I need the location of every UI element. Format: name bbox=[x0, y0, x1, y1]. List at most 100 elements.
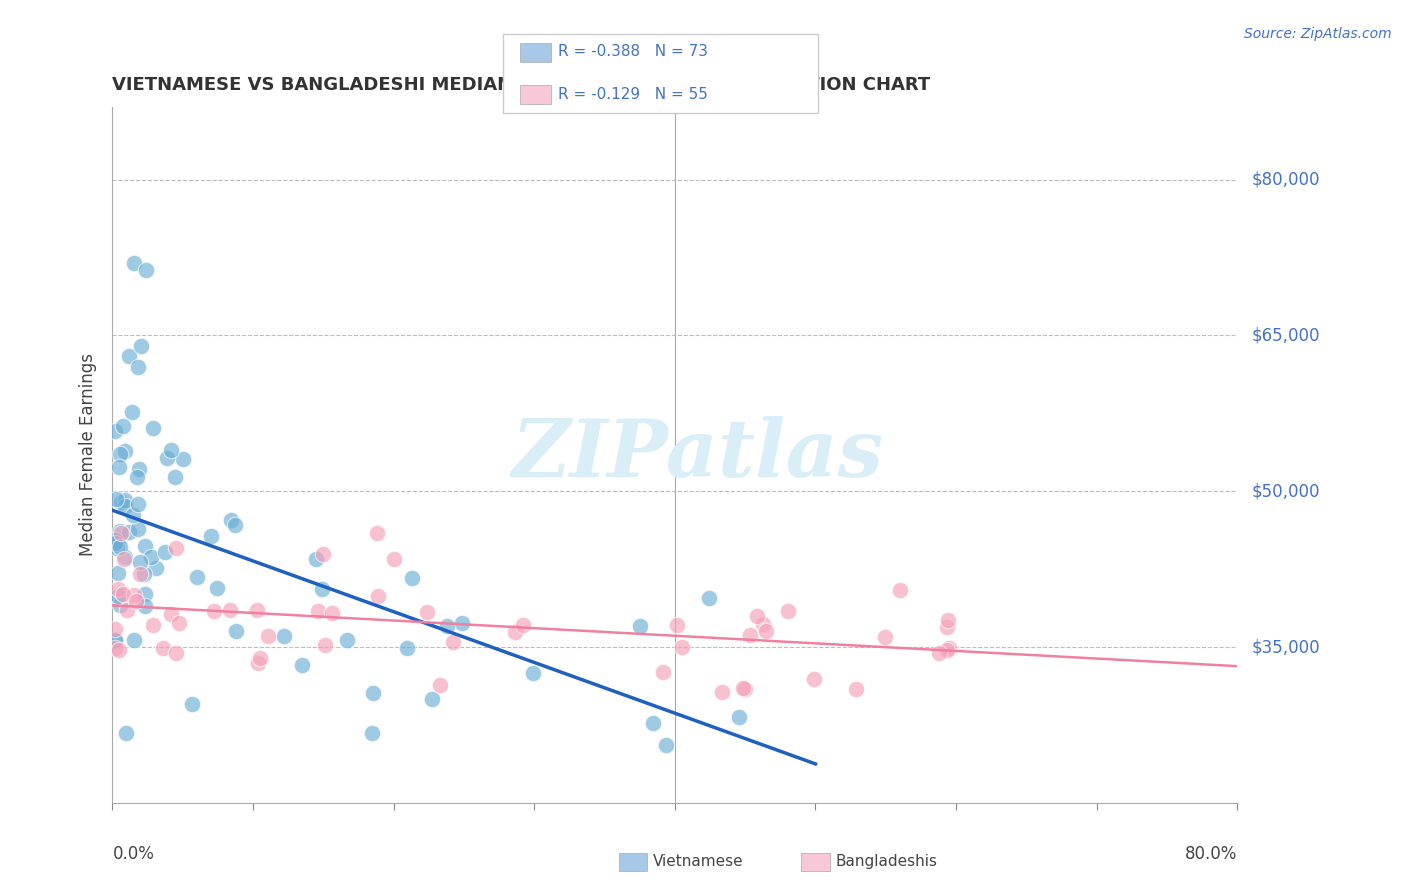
Point bbox=[117, 525, 139, 540]
Text: $80,000: $80,000 bbox=[1251, 170, 1320, 189]
Point bbox=[104, 633, 127, 648]
Point bbox=[450, 615, 472, 630]
Point bbox=[697, 591, 720, 606]
Point bbox=[127, 522, 149, 536]
Point bbox=[110, 525, 132, 540]
Point bbox=[105, 541, 128, 555]
Point bbox=[159, 443, 181, 458]
Point bbox=[246, 603, 269, 617]
Point bbox=[311, 582, 333, 596]
Point bbox=[118, 349, 141, 363]
Point bbox=[180, 698, 202, 712]
Point bbox=[366, 525, 388, 540]
Point bbox=[401, 571, 423, 585]
Point bbox=[803, 672, 825, 686]
Point bbox=[122, 256, 145, 270]
Point bbox=[134, 539, 156, 553]
Text: ZIPatlas: ZIPatlas bbox=[512, 417, 883, 493]
Point bbox=[114, 726, 136, 740]
Point bbox=[363, 686, 385, 700]
Point bbox=[134, 587, 156, 601]
Point bbox=[936, 613, 959, 627]
Point bbox=[165, 470, 187, 484]
Point bbox=[336, 632, 359, 647]
Point bbox=[415, 605, 437, 619]
Point bbox=[107, 566, 129, 580]
Point bbox=[114, 550, 136, 565]
Point bbox=[522, 666, 544, 681]
Point bbox=[731, 681, 754, 695]
Point bbox=[145, 561, 167, 575]
Point bbox=[165, 646, 187, 660]
Point bbox=[273, 629, 295, 643]
Point bbox=[112, 587, 135, 601]
Point bbox=[429, 678, 451, 692]
Point bbox=[367, 589, 389, 603]
Point bbox=[778, 604, 800, 618]
Point bbox=[711, 684, 734, 698]
Point bbox=[307, 604, 329, 618]
Point bbox=[104, 425, 127, 439]
Point bbox=[396, 640, 419, 655]
Point bbox=[110, 448, 132, 462]
Point bbox=[747, 608, 769, 623]
Point bbox=[666, 618, 689, 632]
Point bbox=[125, 594, 148, 608]
Point bbox=[104, 632, 127, 647]
Point bbox=[122, 588, 145, 602]
Text: Source: ZipAtlas.com: Source: ZipAtlas.com bbox=[1244, 27, 1392, 41]
Point bbox=[382, 551, 405, 566]
Point bbox=[441, 635, 464, 649]
Point bbox=[104, 536, 127, 550]
Point bbox=[104, 641, 127, 656]
Point bbox=[845, 682, 868, 697]
Text: $35,000: $35,000 bbox=[1251, 638, 1320, 656]
Point bbox=[291, 657, 314, 672]
Point bbox=[107, 582, 129, 597]
Point bbox=[654, 739, 676, 753]
Text: VIETNAMESE VS BANGLADESHI MEDIAN FEMALE EARNINGS CORRELATION CHART: VIETNAMESE VS BANGLADESHI MEDIAN FEMALE … bbox=[112, 77, 931, 95]
Point bbox=[152, 641, 174, 656]
Point bbox=[114, 500, 136, 514]
Point bbox=[122, 508, 145, 522]
Point bbox=[134, 599, 156, 613]
Point bbox=[114, 443, 136, 458]
Point bbox=[224, 518, 246, 533]
Point bbox=[121, 405, 143, 419]
Point bbox=[321, 606, 343, 620]
Point bbox=[938, 640, 960, 655]
Text: $65,000: $65,000 bbox=[1251, 326, 1320, 344]
Point bbox=[935, 643, 957, 657]
Point bbox=[153, 544, 176, 558]
Point bbox=[139, 549, 162, 564]
Point bbox=[112, 551, 135, 566]
Point bbox=[105, 491, 128, 506]
Point bbox=[107, 533, 129, 548]
Point bbox=[107, 589, 129, 603]
Point bbox=[256, 629, 278, 643]
Point bbox=[128, 461, 150, 475]
Point bbox=[200, 529, 222, 543]
Point bbox=[738, 628, 761, 642]
Point bbox=[873, 630, 896, 644]
Point bbox=[503, 624, 526, 639]
Text: $50,000: $50,000 bbox=[1251, 483, 1320, 500]
Point bbox=[127, 496, 149, 510]
Point bbox=[135, 263, 157, 277]
Point bbox=[110, 495, 132, 509]
Point bbox=[104, 623, 127, 637]
Text: R = -0.129   N = 55: R = -0.129 N = 55 bbox=[558, 87, 709, 102]
Text: R = -0.388   N = 73: R = -0.388 N = 73 bbox=[558, 45, 709, 59]
Y-axis label: Median Female Earnings: Median Female Earnings bbox=[79, 353, 97, 557]
Point bbox=[122, 632, 145, 647]
Point bbox=[219, 513, 242, 527]
Point bbox=[165, 541, 187, 556]
Point bbox=[314, 638, 336, 652]
Point bbox=[155, 450, 177, 465]
Point bbox=[142, 421, 165, 435]
Point bbox=[167, 616, 190, 631]
Point bbox=[172, 451, 194, 466]
Point bbox=[205, 581, 228, 595]
Point bbox=[202, 605, 225, 619]
Point bbox=[651, 665, 673, 679]
